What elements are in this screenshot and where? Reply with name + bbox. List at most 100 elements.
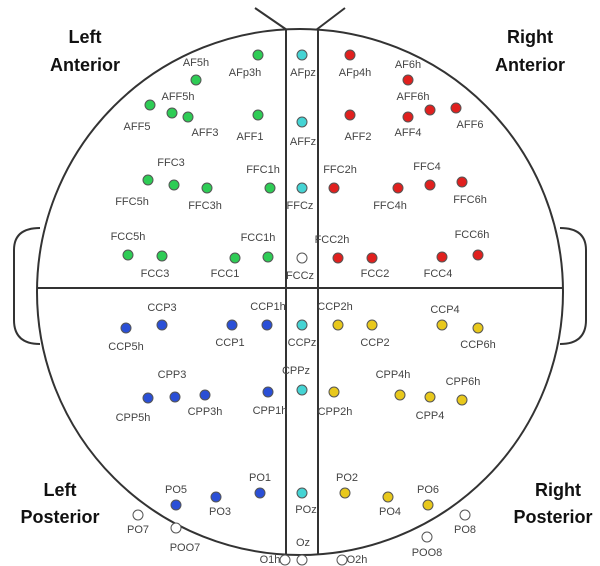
electrode-label: Oz	[296, 537, 310, 549]
electrode	[402, 74, 414, 86]
region-label: Right	[535, 480, 581, 500]
electrode	[344, 109, 356, 121]
electrode	[156, 319, 168, 331]
electrode-label: AFFz	[290, 136, 316, 148]
electrode	[296, 49, 308, 61]
nose	[254, 7, 346, 31]
electrodes: Left Anterior Right Anterior Left Posterior Ri…	[20, 27, 592, 566]
region-label: Posterior	[20, 507, 99, 527]
electrode	[210, 491, 222, 503]
electrode	[262, 386, 274, 398]
electrode-label: FFC3	[157, 157, 185, 169]
electrode	[332, 252, 344, 264]
electrode	[261, 319, 273, 331]
electrode	[366, 319, 378, 331]
electrode-label: PO7	[127, 524, 149, 536]
electrode	[296, 319, 308, 331]
electrode	[394, 389, 406, 401]
electrode-label: CPPz	[282, 365, 310, 377]
head	[36, 28, 564, 556]
left-ear	[13, 227, 41, 345]
electrode-label: O1h	[260, 554, 281, 566]
electrode-label: AF6h	[395, 59, 421, 71]
electrode	[229, 252, 241, 264]
electrode-label: FCC6h	[455, 229, 490, 241]
region-label: Anterior	[50, 55, 120, 75]
electrode	[450, 102, 462, 114]
electrode-label: CPP1h	[253, 405, 288, 417]
electrode	[424, 179, 436, 191]
electrode-label: FFC5h	[115, 196, 149, 208]
electrode-label: AFF1	[237, 131, 264, 143]
electrode-label: FFC3h	[188, 200, 222, 212]
electrode-label: CCP4	[430, 304, 459, 316]
electrode	[144, 99, 156, 111]
electrode-label: FCC1	[211, 268, 240, 280]
electrode-label: FCC4	[424, 268, 453, 280]
electrode	[166, 107, 178, 119]
electrode-label: CCP5h	[108, 341, 143, 353]
electrode	[262, 251, 274, 263]
electrode	[336, 554, 348, 566]
electrode	[424, 391, 436, 403]
electrode-label: CPP4	[416, 410, 445, 422]
electrode	[296, 252, 308, 264]
electrode	[170, 522, 182, 534]
electrode-label: AFF5	[124, 121, 151, 133]
electrode-label: FCC2	[361, 268, 390, 280]
electrode	[254, 487, 266, 499]
dividers	[37, 29, 563, 555]
electrode-label: POO8	[412, 547, 443, 559]
electrode	[201, 182, 213, 194]
electrode-label: CCP6h	[460, 339, 495, 351]
electrode-label: PO3	[209, 506, 231, 518]
electrode-label: PO8	[454, 524, 476, 536]
electrode	[182, 111, 194, 123]
electrode	[472, 249, 484, 261]
electrode	[168, 179, 180, 191]
region-label: Left	[44, 480, 77, 500]
electrode-label: FFCz	[287, 200, 314, 212]
region-label: Anterior	[495, 55, 565, 75]
electrode-label: FFC4	[413, 161, 441, 173]
electrode	[252, 109, 264, 121]
electrode-label: AFF3	[192, 127, 219, 139]
electrode-label: FCCz	[286, 270, 314, 282]
electrode	[366, 252, 378, 264]
electrode-label: CPP2h	[318, 406, 353, 418]
electrode-label: CCP1	[215, 337, 244, 349]
electrode-label: CCP2	[360, 337, 389, 349]
electrode	[142, 392, 154, 404]
electrode-label: AFF4	[395, 127, 422, 139]
electrode	[459, 509, 471, 521]
electrode	[456, 176, 468, 188]
electrode	[296, 116, 308, 128]
electrode-label: CPP5h	[116, 412, 151, 424]
electrode-label: AFpz	[290, 67, 316, 79]
electrode	[279, 554, 291, 566]
electrode	[392, 182, 404, 194]
electrode-label: PO2	[336, 472, 358, 484]
electrode-label: AFp4h	[339, 67, 371, 79]
electrode	[120, 322, 132, 334]
electrode-label: AFF6	[457, 119, 484, 131]
electrode-label: FCC2h	[315, 234, 350, 246]
electrode-label: AFF5h	[161, 91, 194, 103]
region-label: Right	[507, 27, 553, 47]
electrode	[296, 384, 308, 396]
right-ear	[559, 227, 587, 345]
electrode-label: CCP1h	[250, 301, 285, 313]
region-label: Posterior	[513, 507, 592, 527]
electrode-label: FFC6h	[453, 194, 487, 206]
electrode	[421, 531, 433, 543]
electrode	[199, 389, 211, 401]
electrode	[169, 391, 181, 403]
electrode-label: FFC1h	[246, 164, 280, 176]
electrode	[296, 554, 308, 566]
electrode-label: POz	[295, 504, 316, 516]
electrode-label: POO7	[170, 542, 201, 554]
electrode	[328, 386, 340, 398]
electrode	[156, 250, 168, 262]
electrode-label: CPP6h	[446, 376, 481, 388]
electrode	[122, 249, 134, 261]
